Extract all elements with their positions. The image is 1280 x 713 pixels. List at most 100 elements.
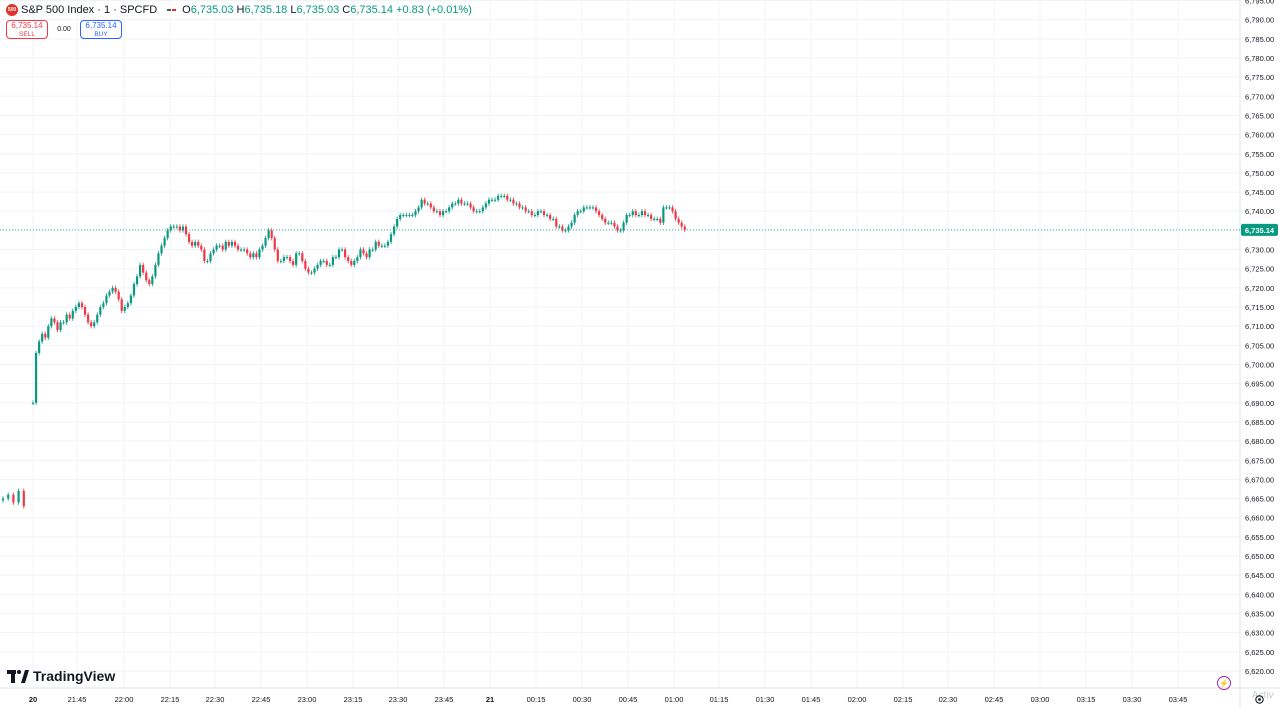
candle-body [243, 249, 246, 251]
candle-body [129, 295, 133, 304]
candle-body [558, 226, 561, 228]
candle-body [500, 195, 503, 197]
buy-button[interactable]: 6,735.14 BUY [80, 20, 122, 39]
candle-body [83, 307, 87, 315]
candle-body [503, 195, 506, 197]
candle-body [56, 322, 59, 331]
last-price-badge[interactable] [1241, 223, 1278, 236]
sell-label: SELL [19, 30, 35, 38]
candle-body [102, 303, 105, 308]
candle-body [328, 264, 331, 266]
logo-text: TradingView [33, 668, 116, 684]
candle-body [683, 226, 686, 230]
candle-body [662, 207, 665, 223]
candle-body [680, 222, 683, 227]
candle-body [267, 230, 270, 239]
candle-body [524, 207, 527, 212]
x-tick-label: 21 [486, 695, 494, 704]
candle-body [200, 245, 203, 250]
y-tick-label: 6,760.00 [1245, 131, 1274, 140]
candle-body [313, 268, 316, 273]
candle-body [279, 261, 282, 263]
candle-body [310, 272, 313, 274]
candle-body [187, 234, 191, 242]
buy-label: BUY [94, 30, 108, 38]
y-tick-label: 6,625.00 [1245, 648, 1274, 657]
candle-body [12, 494, 15, 503]
low-label: L [290, 4, 297, 16]
candle-body [74, 307, 77, 311]
y-tick-label: 6,645.00 [1245, 571, 1274, 580]
candle-body [344, 249, 347, 258]
tradingview-logo-icon [7, 669, 29, 683]
candle-body [47, 326, 50, 338]
y-tick-label: 6,660.00 [1245, 514, 1274, 523]
candle-body [252, 253, 255, 258]
candle-body [325, 261, 328, 265]
candle-body [573, 215, 576, 223]
candle-body [677, 218, 680, 223]
candle-body [41, 333, 44, 342]
candle-body [270, 230, 273, 239]
candle-body [298, 253, 301, 255]
candle-body [191, 241, 194, 246]
candle-body [221, 245, 224, 250]
tradingview-logo[interactable]: TradingView [7, 668, 115, 684]
candle-body [634, 211, 637, 216]
candle-body [665, 207, 668, 209]
candle-body [579, 211, 582, 213]
settings-icon[interactable] [1254, 694, 1265, 705]
candle-body [209, 253, 212, 262]
candle-body [371, 249, 374, 251]
x-tick-label: 23:30 [389, 695, 408, 704]
visibility-toggle[interactable] [165, 5, 178, 15]
candle-body [86, 314, 90, 323]
candle-body [77, 303, 80, 308]
lightning-icon[interactable]: ⚡ [1217, 676, 1231, 690]
candle-body [282, 257, 286, 262]
candle-body [472, 207, 475, 212]
candle-body [249, 253, 252, 258]
x-tick-label: 03:15 [1077, 695, 1096, 704]
x-tick-label: 01:30 [756, 695, 775, 704]
candle-body [356, 257, 359, 262]
x-tick-label: 22:15 [161, 695, 180, 704]
y-tick-label: 6,685.00 [1245, 418, 1274, 427]
candle-body [276, 249, 279, 262]
candle-body [126, 303, 129, 308]
candle-body [246, 249, 249, 254]
symbol-title[interactable]: S&P 500 Index · 1 · SPCFD [21, 4, 158, 16]
candle-body [671, 207, 674, 212]
candle-body [552, 218, 555, 220]
candle-body [610, 222, 613, 224]
candle-body [288, 257, 292, 262]
spread-value: 0.00 [57, 26, 71, 33]
trade-panel: 6,735.14 SELL 0.00 6,735.14 BUY [6, 20, 122, 39]
candle-body [38, 341, 41, 353]
candle-body [445, 211, 448, 213]
candle-body [536, 211, 539, 216]
candle-body [628, 215, 631, 217]
candle-body [594, 207, 598, 212]
candle-body [145, 272, 148, 281]
x-tick-label: 20 [29, 695, 37, 704]
x-tick-label: 02:45 [985, 695, 1004, 704]
y-tick-label: 6,675.00 [1245, 456, 1274, 465]
candle-body [389, 234, 393, 242]
candle-body [90, 322, 93, 327]
candle-body [429, 203, 432, 208]
candle-body [408, 215, 411, 217]
candle-body [203, 249, 206, 262]
candle-body [166, 230, 169, 239]
low-value: 6,735.03 [296, 4, 340, 16]
candle-body [120, 299, 123, 311]
candle-body [607, 222, 610, 224]
candle-body [197, 241, 200, 246]
candle-body [512, 199, 515, 204]
y-tick-label: 6,745.00 [1245, 188, 1274, 197]
sell-button[interactable]: 6,735.14 SELL [6, 20, 48, 39]
candle-body [350, 261, 353, 265]
candle-body [435, 211, 439, 213]
